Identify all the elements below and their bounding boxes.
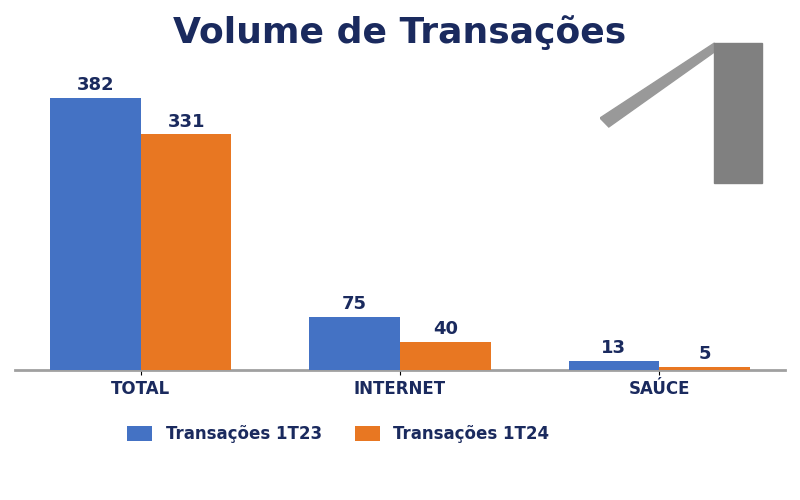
Bar (569, 361, 659, 370)
Bar (659, 366, 750, 370)
Text: 382: 382 (77, 76, 114, 94)
Bar (310, 317, 400, 370)
Bar (400, 342, 490, 370)
Bar (50, 98, 141, 370)
Legend: Transações 1T23, Transações 1T24: Transações 1T23, Transações 1T24 (121, 418, 556, 450)
Text: 331: 331 (167, 112, 205, 130)
Text: 13: 13 (602, 340, 626, 357)
Text: 40: 40 (433, 320, 458, 338)
Polygon shape (600, 43, 714, 127)
Text: 5: 5 (698, 345, 711, 363)
Title: Volume de Transações: Volume de Transações (174, 15, 626, 50)
Polygon shape (714, 43, 762, 182)
Text: 75: 75 (342, 295, 367, 313)
Bar (141, 134, 231, 370)
